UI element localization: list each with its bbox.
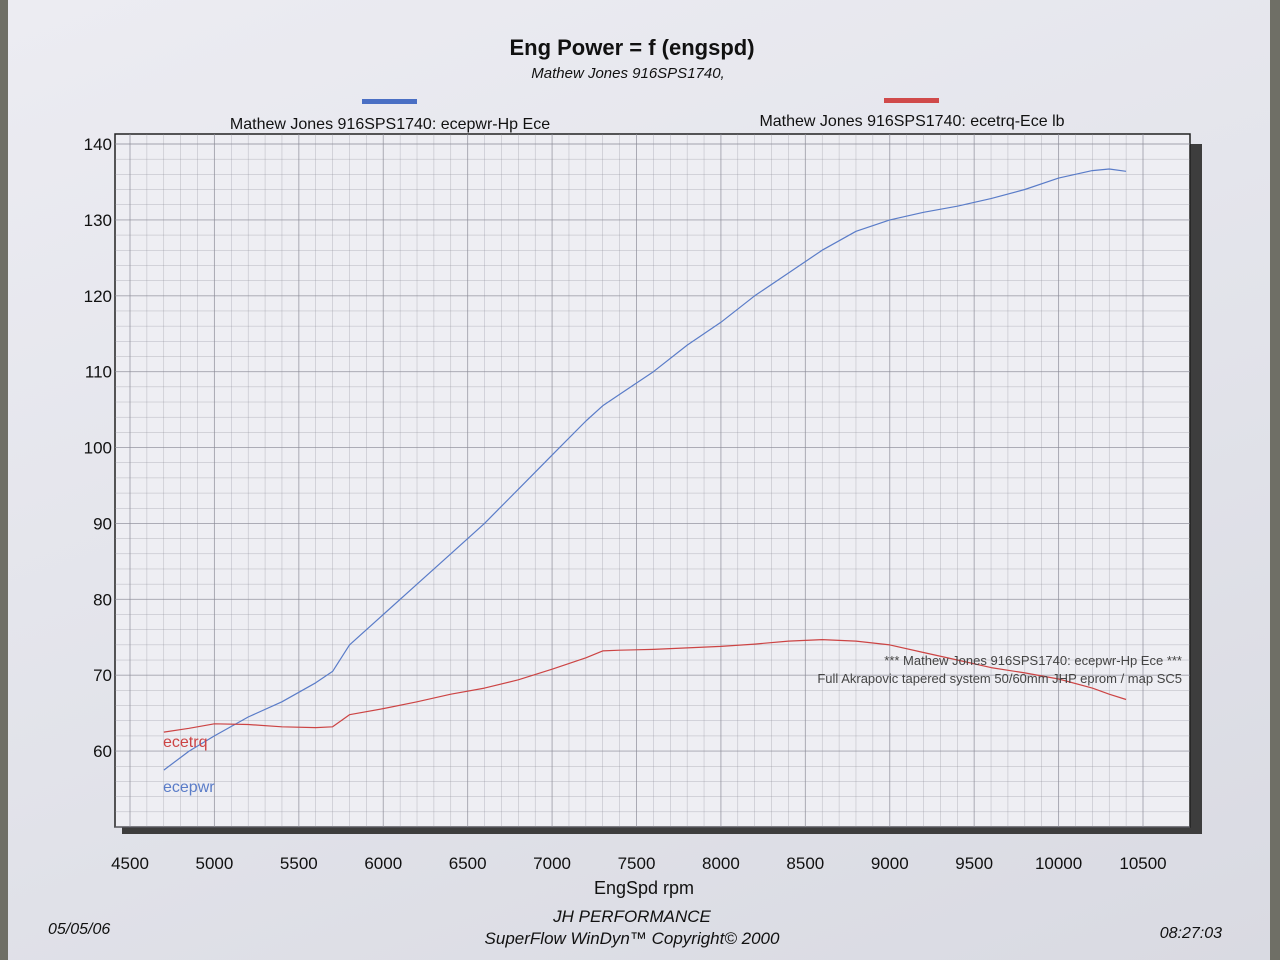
x-tick-label: 9500 [955, 854, 993, 873]
y-tick-label: 70 [93, 666, 112, 685]
x-tick-label: 7500 [618, 854, 656, 873]
y-tick-labels: 60 70 80 90 100 110 120 130 140 [84, 135, 112, 761]
y-tick-label: 60 [93, 742, 112, 761]
y-tick-label: 110 [85, 363, 112, 382]
series-lines [163, 168, 1127, 771]
legend-label-power: Mathew Jones 916SPS1740: ecepwr-Hp Ece [230, 116, 550, 133]
x-tick-label: 8500 [786, 854, 824, 873]
legend-swatch-torque [884, 98, 939, 103]
footer-software: SuperFlow WinDyn™ Copyright© 2000 [485, 929, 780, 948]
y-tick-label: 80 [93, 590, 112, 609]
legend-label-torque: Mathew Jones 916SPS1740: ecetrq-Ece lb [759, 113, 1064, 130]
x-tick-label: 6500 [449, 854, 487, 873]
chart-title: Eng Power = f (engspd) [509, 35, 754, 60]
series-label-ecepwr: ecepwr [163, 779, 215, 796]
series-label-ecetrq: ecetrq [163, 734, 207, 751]
footer-company: JH PERFORMANCE [552, 907, 711, 926]
annotation-line-2: Full Akrapovic tapered system 50/60mm JH… [817, 671, 1182, 686]
plot-area [114, 133, 1191, 828]
x-tick-label: 10500 [1119, 854, 1166, 873]
x-tick-label: 4500 [111, 854, 149, 873]
chart-subtitle: Mathew Jones 916SPS1740, [531, 65, 724, 82]
y-tick-label: 100 [84, 439, 112, 458]
x-tick-label: 8000 [702, 854, 740, 873]
y-tick-label: 90 [93, 514, 112, 533]
grid [115, 134, 1190, 828]
footer-date: 05/05/06 [48, 921, 110, 938]
x-tick-label: 6000 [364, 854, 402, 873]
y-tick-label: 130 [84, 211, 112, 230]
annotation-line-1: *** Mathew Jones 916SPS1740: ecepwr-Hp E… [884, 653, 1182, 668]
x-tick-label: 5000 [196, 854, 234, 873]
footer-time: 08:27:03 [1160, 925, 1222, 942]
y-tick-label: 120 [84, 287, 112, 306]
x-tick-label: 5500 [280, 854, 318, 873]
series-line-ecepwr [163, 168, 1127, 771]
x-tick-label: 10000 [1035, 854, 1082, 873]
y-tick-label: 140 [84, 135, 112, 154]
x-axis-title: EngSpd rpm [594, 878, 694, 898]
series-line-ecetrq [163, 638, 1127, 733]
x-tick-label: 7000 [533, 854, 571, 873]
x-tick-labels: 4500 5000 5500 6000 6500 7000 7500 8000 8500 9000… [111, 854, 1167, 873]
x-tick-label: 9000 [871, 854, 909, 873]
legend-swatch-power [362, 99, 417, 104]
